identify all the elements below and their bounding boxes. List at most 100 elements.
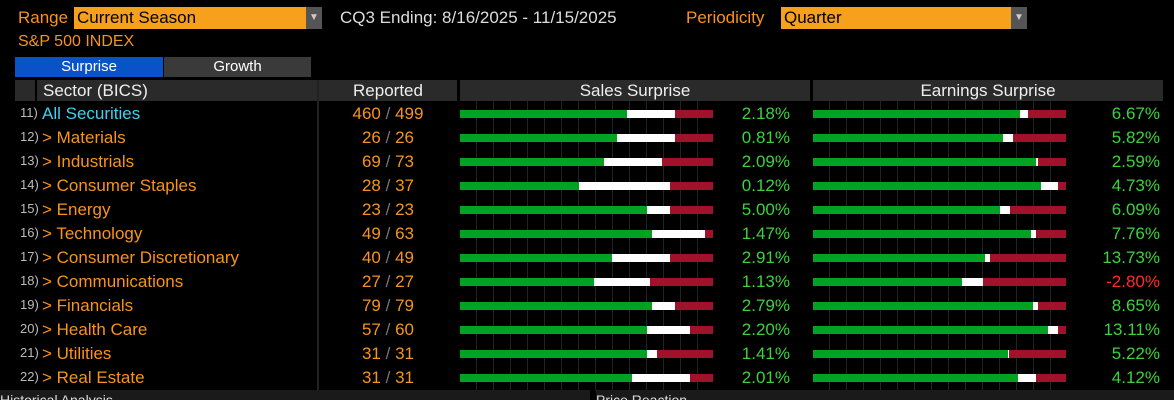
reported-count: 57 / 60 xyxy=(361,320,415,339)
sector-name[interactable]: > Consumer Discretionary xyxy=(42,248,239,267)
sector-name[interactable]: > Real Estate xyxy=(42,368,145,387)
reported-count: 49 / 63 xyxy=(361,224,415,243)
table-row[interactable]: 16) > Technology 49 / 63 1.47% 7.76% xyxy=(18,222,1174,246)
sales-bar xyxy=(460,374,713,382)
earn-beat-segment xyxy=(813,158,1036,166)
total-value: 49 xyxy=(395,248,415,267)
sector-name[interactable]: All Securities xyxy=(42,104,141,123)
sector-name[interactable]: > Utilities xyxy=(42,344,112,363)
row-number[interactable]: 16) xyxy=(20,225,39,240)
row-number[interactable]: 20) xyxy=(20,321,39,336)
sales-miss-segment xyxy=(705,230,713,238)
table-row[interactable]: 15) > Energy 23 / 23 5.00% 6.09% xyxy=(18,198,1174,222)
table-row[interactable]: 18) > Communications 27 / 27 1.13% -2.80… xyxy=(18,270,1174,294)
sector-name[interactable]: > Communications xyxy=(42,272,184,291)
sector-name[interactable]: > Health Care xyxy=(42,320,148,339)
sales-miss-segment xyxy=(669,182,713,190)
earn-beat-segment xyxy=(813,350,1008,358)
tab-growth[interactable]: Growth xyxy=(164,57,311,77)
earn-bar xyxy=(813,254,1066,262)
total-value: 37 xyxy=(395,176,415,195)
earn-beat-segment xyxy=(813,302,1034,310)
table-row[interactable]: 13) > Industrials 69 / 73 2.09% 2.59% xyxy=(18,150,1174,174)
earn-inline-segment xyxy=(1033,302,1039,310)
table-row[interactable]: 12) > Materials 26 / 26 0.81% 5.82% xyxy=(18,126,1174,150)
reported-value: 69 xyxy=(361,152,381,171)
total-value: 499 xyxy=(395,104,424,123)
table-row[interactable]: 14) > Consumer Staples 28 / 37 0.12% 4.7… xyxy=(18,174,1174,198)
earnings-surprise-value: -2.80% xyxy=(1106,272,1160,291)
col-reported[interactable]: Reported xyxy=(319,80,457,101)
sales-beat-segment xyxy=(460,254,612,262)
sector-name[interactable]: > Materials xyxy=(42,128,126,147)
row-number[interactable]: 11) xyxy=(20,105,38,120)
reported-count: 26 / 26 xyxy=(361,128,415,147)
sales-surprise-value: 2.79% xyxy=(741,296,790,315)
row-number[interactable]: 22) xyxy=(20,369,39,384)
row-number[interactable]: 21) xyxy=(20,345,39,360)
earn-inline-segment xyxy=(985,254,991,262)
total-value: 60 xyxy=(395,320,415,339)
earn-beat-segment xyxy=(813,110,1021,118)
sales-inline-segment xyxy=(647,350,658,358)
row-number[interactable]: 12) xyxy=(20,129,39,144)
header-blank xyxy=(15,80,35,101)
reported-count: 27 / 27 xyxy=(361,272,415,291)
sales-inline-segment xyxy=(647,326,691,334)
range-dropdown-arrow-icon[interactable]: ▼ xyxy=(306,7,322,29)
sales-beat-segment xyxy=(460,302,653,310)
col-earnings-surprise[interactable]: Earnings Surprise xyxy=(813,80,1163,101)
row-number[interactable]: 14) xyxy=(20,177,39,192)
row-number[interactable]: 18) xyxy=(20,273,39,288)
reported-count: 460 / 499 xyxy=(352,104,424,123)
sales-bar xyxy=(460,254,713,262)
sales-surprise-value: 1.47% xyxy=(741,224,790,243)
earn-bar xyxy=(813,206,1066,214)
reported-value: 40 xyxy=(361,248,381,267)
earnings-surprise-value: 2.59% xyxy=(1111,152,1160,171)
price-reaction-panel[interactable]: Price Reaction xyxy=(596,390,1174,400)
earn-miss-segment xyxy=(1010,206,1066,214)
total-value: 31 xyxy=(395,344,415,363)
reported-count: 69 / 73 xyxy=(361,152,415,171)
total-value: 27 xyxy=(395,272,415,291)
sales-bar xyxy=(460,182,713,190)
table-row[interactable]: 19) > Financials 79 / 79 2.79% 8.65% xyxy=(18,294,1174,318)
row-number[interactable]: 19) xyxy=(20,297,39,312)
table-row[interactable]: 22) > Real Estate 31 / 31 2.01% 4.12% xyxy=(18,366,1174,390)
historical-analysis-panel[interactable]: Historical Analysis xyxy=(0,390,590,400)
row-number[interactable]: 13) xyxy=(20,153,39,168)
sector-name[interactable]: > Financials xyxy=(42,296,134,315)
total-value: 23 xyxy=(395,200,415,219)
earn-beat-segment xyxy=(813,230,1031,238)
sector-name[interactable]: > Consumer Staples xyxy=(42,176,197,195)
periodicity-dropdown-arrow-icon[interactable]: ▼ xyxy=(1011,7,1027,29)
table-row[interactable]: 21) > Utilities 31 / 31 1.41% 5.22% xyxy=(18,342,1174,366)
sales-miss-segment xyxy=(669,254,713,262)
earnings-grid xyxy=(813,101,1066,391)
earn-miss-segment xyxy=(1028,110,1066,118)
sector-name[interactable]: > Technology xyxy=(42,224,143,243)
table-row[interactable]: 17) > Consumer Discretionary 40 / 49 2.9… xyxy=(18,246,1174,270)
sales-bar xyxy=(460,350,713,358)
row-number[interactable]: 17) xyxy=(20,249,39,264)
reported-value: 31 xyxy=(361,344,381,363)
earn-miss-segment xyxy=(982,278,1066,286)
row-number[interactable]: 15) xyxy=(20,201,39,216)
periodicity-label: Periodicity xyxy=(686,8,765,27)
earn-inline-segment xyxy=(1020,110,1029,118)
sales-miss-segment xyxy=(662,158,713,166)
col-sector[interactable]: Sector (BICS) xyxy=(37,80,317,101)
sales-bar xyxy=(460,134,713,142)
periodicity-dropdown[interactable]: Quarter xyxy=(781,7,1011,29)
col-sales-surprise[interactable]: Sales Surprise xyxy=(460,80,810,101)
sector-name[interactable]: > Energy xyxy=(42,200,111,219)
tab-surprise[interactable]: Surprise xyxy=(15,57,163,77)
earn-beat-segment xyxy=(813,326,1049,334)
table-row[interactable]: 20) > Health Care 57 / 60 2.20% 13.11% xyxy=(18,318,1174,342)
range-dropdown[interactable]: Current Season xyxy=(74,7,306,29)
sector-name[interactable]: > Industrials xyxy=(42,152,135,171)
sales-bar xyxy=(460,158,713,166)
table-row[interactable]: 11) All Securities 460 / 499 2.18% 6.67% xyxy=(18,102,1174,126)
sales-surprise-value: 2.18% xyxy=(741,104,790,123)
